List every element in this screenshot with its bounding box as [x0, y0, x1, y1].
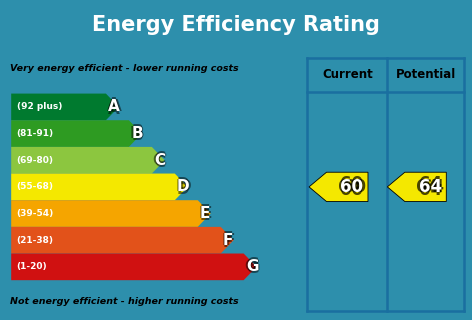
- Text: (69-80): (69-80): [17, 156, 54, 165]
- Text: 64: 64: [419, 175, 442, 193]
- Text: B: B: [131, 126, 143, 141]
- Polygon shape: [11, 200, 211, 227]
- Text: G: G: [246, 259, 259, 274]
- Text: 64: 64: [416, 178, 439, 196]
- Text: 64: 64: [419, 178, 442, 196]
- Text: Not energy efficient - higher running costs: Not energy efficient - higher running co…: [10, 297, 239, 306]
- Text: E: E: [199, 206, 209, 221]
- Text: 60: 60: [340, 175, 363, 193]
- Text: G: G: [246, 261, 259, 276]
- Text: F: F: [222, 233, 232, 248]
- Text: B: B: [130, 126, 142, 141]
- Text: D: D: [177, 177, 190, 192]
- Text: F: F: [223, 230, 233, 245]
- Text: (21-38): (21-38): [17, 236, 54, 245]
- Text: Very energy efficient - lower running costs: Very energy efficient - lower running co…: [10, 64, 239, 73]
- Text: (39-54): (39-54): [17, 209, 54, 218]
- Polygon shape: [11, 173, 188, 200]
- Text: F: F: [223, 235, 233, 250]
- Text: C: C: [154, 153, 165, 168]
- Text: D: D: [176, 180, 188, 194]
- Text: A: A: [108, 100, 120, 115]
- Polygon shape: [388, 172, 447, 202]
- Polygon shape: [309, 172, 368, 202]
- Text: G: G: [246, 257, 259, 272]
- Text: Energy Efficiency Rating: Energy Efficiency Rating: [92, 15, 380, 35]
- Text: Potential: Potential: [396, 68, 455, 81]
- Text: E: E: [200, 208, 211, 223]
- Text: G: G: [244, 259, 257, 274]
- Text: G: G: [247, 259, 260, 274]
- Text: 60: 60: [340, 181, 363, 199]
- Text: (1-20): (1-20): [17, 262, 47, 271]
- Text: 60: 60: [343, 178, 366, 196]
- Text: C: C: [153, 153, 164, 168]
- Text: D: D: [177, 180, 190, 194]
- Text: 64: 64: [421, 178, 444, 196]
- Text: (55-68): (55-68): [17, 182, 54, 191]
- Text: A: A: [110, 100, 121, 115]
- Text: Current: Current: [322, 68, 372, 81]
- Text: B: B: [131, 124, 143, 139]
- Text: D: D: [178, 180, 191, 194]
- Text: 60: 60: [340, 178, 363, 196]
- Text: E: E: [200, 206, 211, 221]
- Text: A: A: [107, 100, 118, 115]
- Text: C: C: [155, 153, 167, 168]
- Polygon shape: [11, 147, 165, 173]
- Text: E: E: [200, 204, 211, 219]
- Text: A: A: [108, 101, 120, 116]
- Polygon shape: [11, 253, 257, 280]
- Text: C: C: [154, 155, 165, 170]
- Text: 64: 64: [419, 181, 442, 199]
- Text: D: D: [177, 181, 190, 196]
- Polygon shape: [11, 93, 119, 120]
- Text: C: C: [154, 151, 165, 165]
- Text: F: F: [224, 233, 235, 248]
- Text: 60: 60: [338, 178, 361, 196]
- Polygon shape: [11, 120, 142, 147]
- Text: B: B: [133, 126, 144, 141]
- Text: A: A: [108, 97, 120, 112]
- Text: (81-91): (81-91): [17, 129, 54, 138]
- Text: F: F: [223, 233, 233, 248]
- Text: E: E: [202, 206, 212, 221]
- Text: B: B: [131, 128, 143, 143]
- Text: (92 plus): (92 plus): [17, 102, 62, 111]
- Polygon shape: [11, 227, 234, 253]
